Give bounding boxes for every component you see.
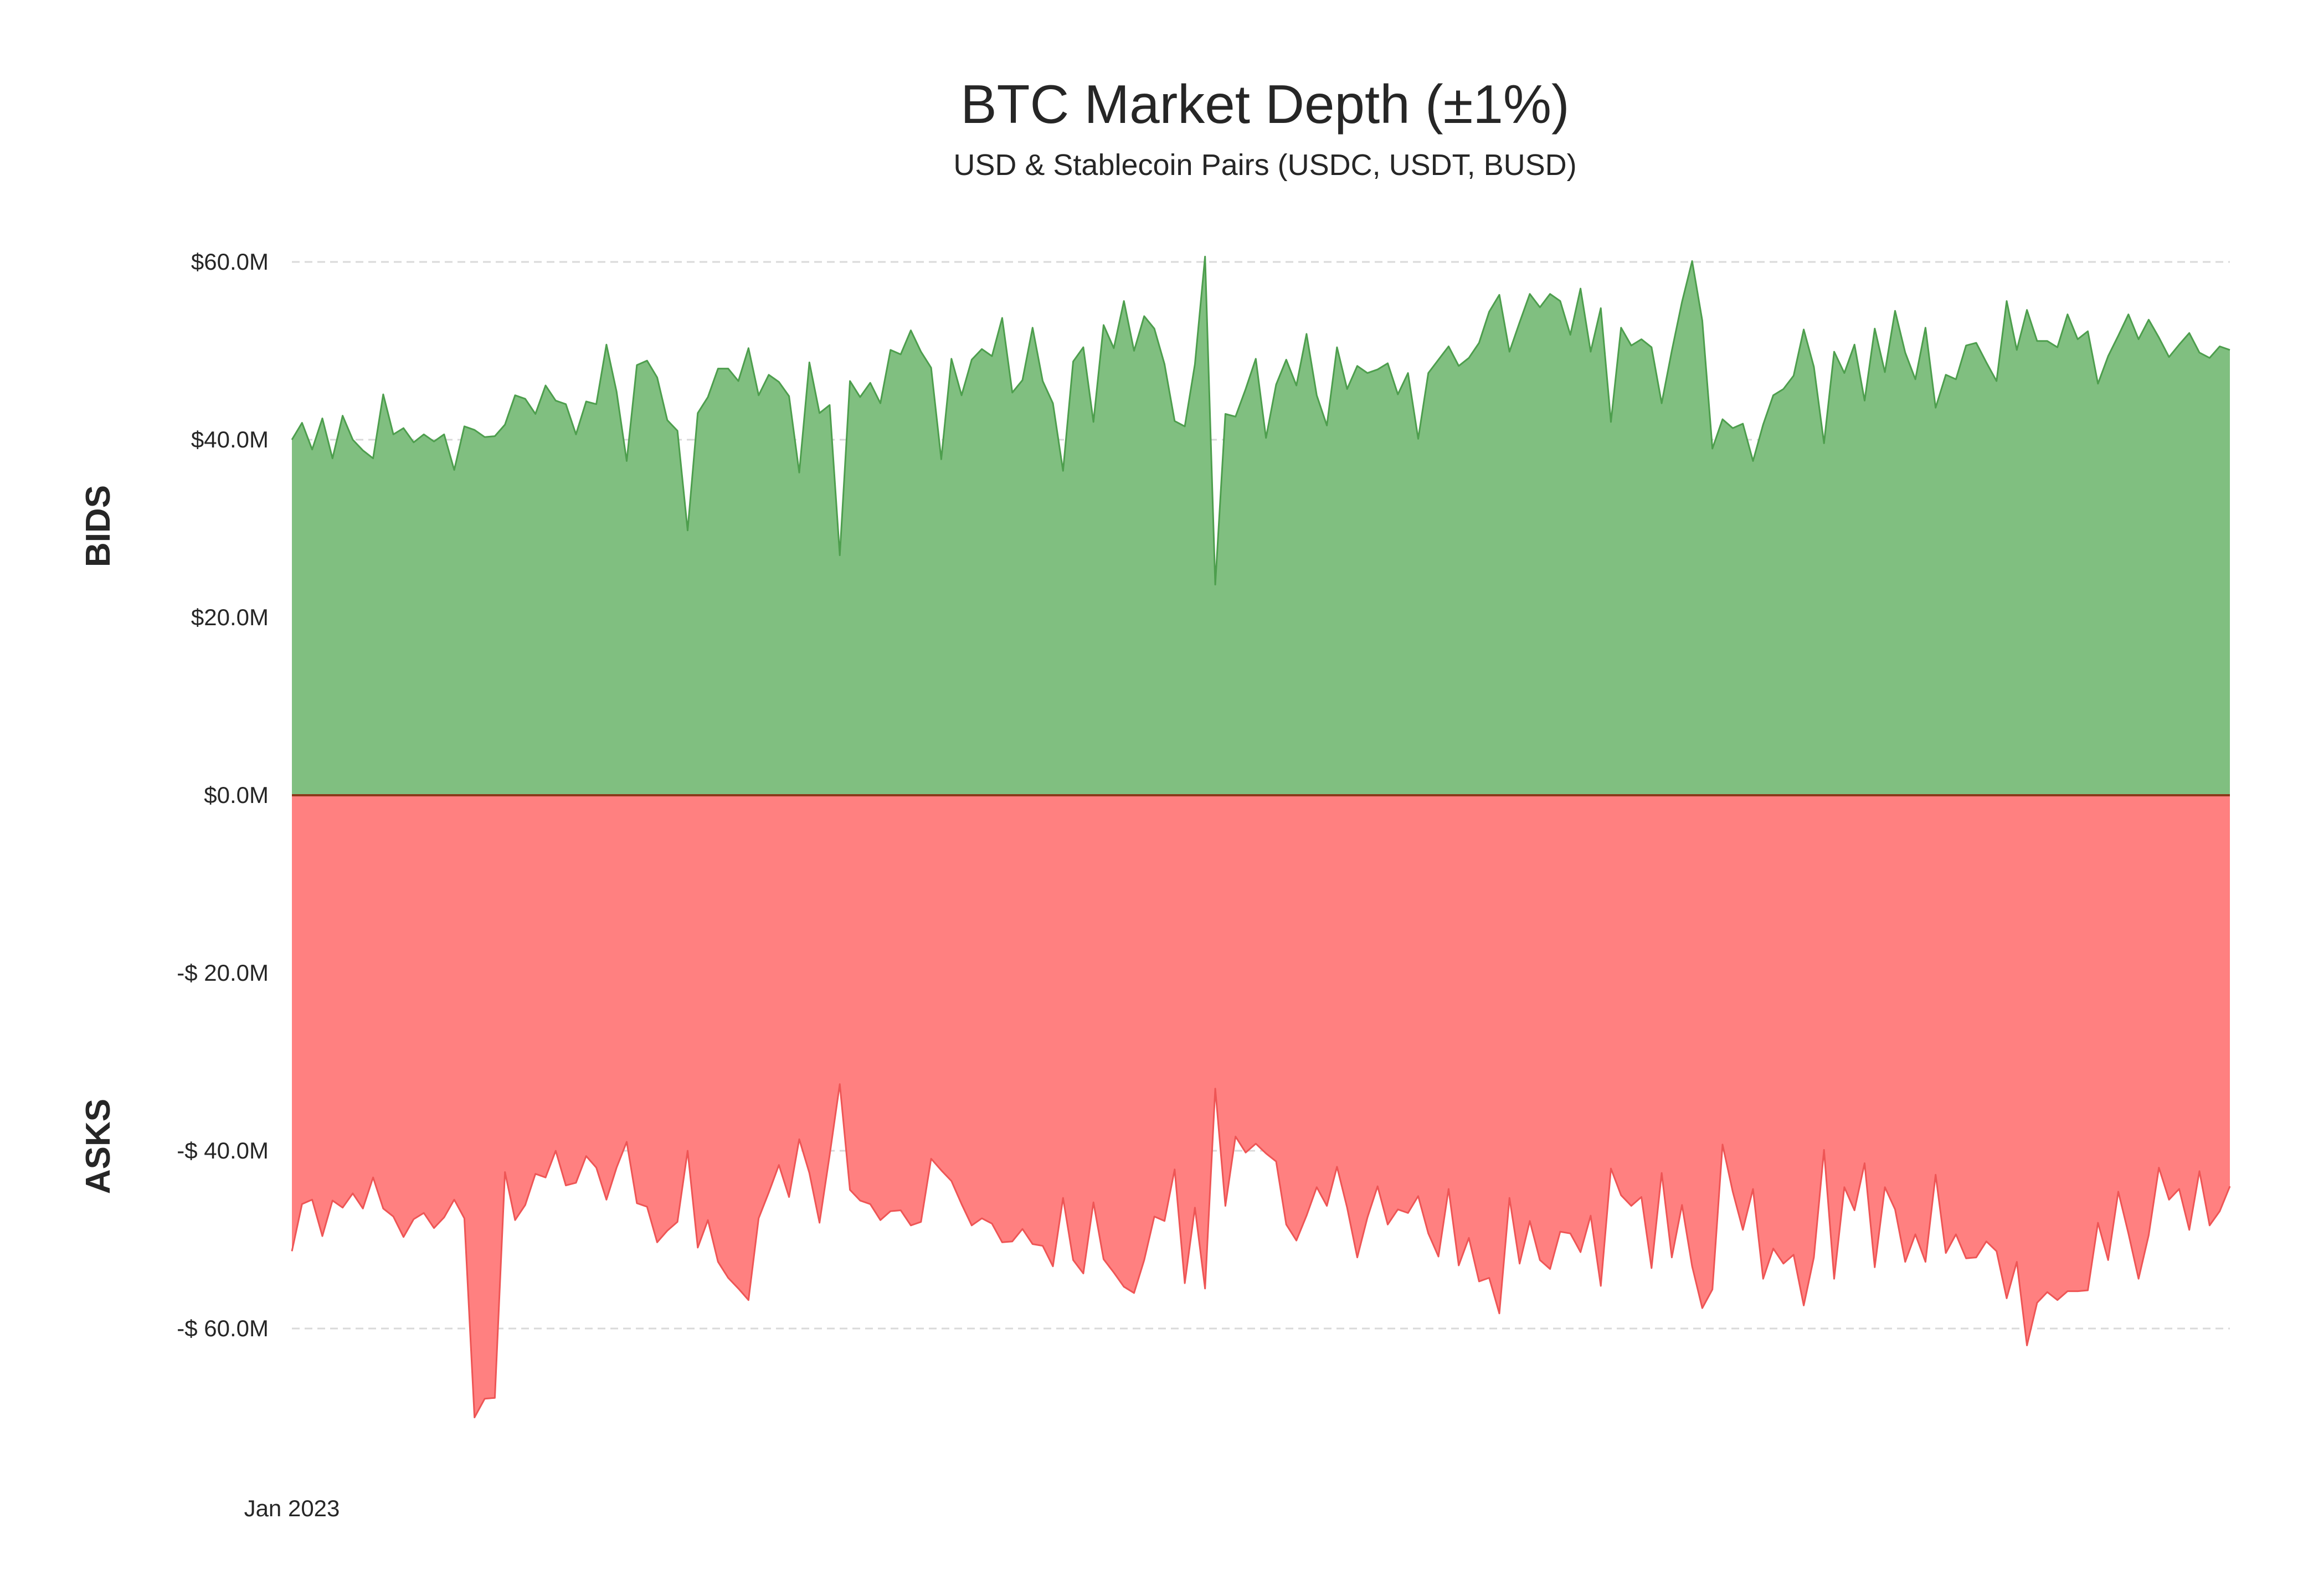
- asks-area: [292, 795, 2230, 1418]
- y-tick-label: $40.0M: [191, 426, 269, 452]
- chart-subtitle: USD & Stablecoin Pairs (USDC, USDT, BUSD…: [953, 148, 1576, 182]
- chart-title: BTC Market Depth (±1%): [960, 74, 1569, 135]
- y-axis-ticks: $60.0M $40.0M $20.0M $0.0M -$ 20.0M -$ 40.0M -…: [177, 249, 269, 1341]
- y-tick-label: $60.0M: [191, 249, 269, 275]
- y-tick-label: -$ 60.0M: [177, 1315, 269, 1341]
- y-tick-label: $0.0M: [204, 782, 269, 808]
- x-tick-label: Jan 2023: [244, 1495, 340, 1521]
- bids-line: [291, 255, 2230, 586]
- bids-side-label: BIDS: [79, 485, 117, 567]
- y-tick-label: -$ 40.0M: [177, 1137, 269, 1163]
- asks-side-label: ASKS: [79, 1099, 117, 1194]
- asks-line: [291, 1083, 2231, 1418]
- bids-area: [292, 256, 2230, 795]
- y-tick-label: $20.0M: [191, 604, 269, 630]
- depth-areas: [291, 255, 2231, 1418]
- y-tick-label: -$ 20.0M: [177, 960, 269, 986]
- x-axis-ticks: Jan 2023: [244, 1495, 340, 1521]
